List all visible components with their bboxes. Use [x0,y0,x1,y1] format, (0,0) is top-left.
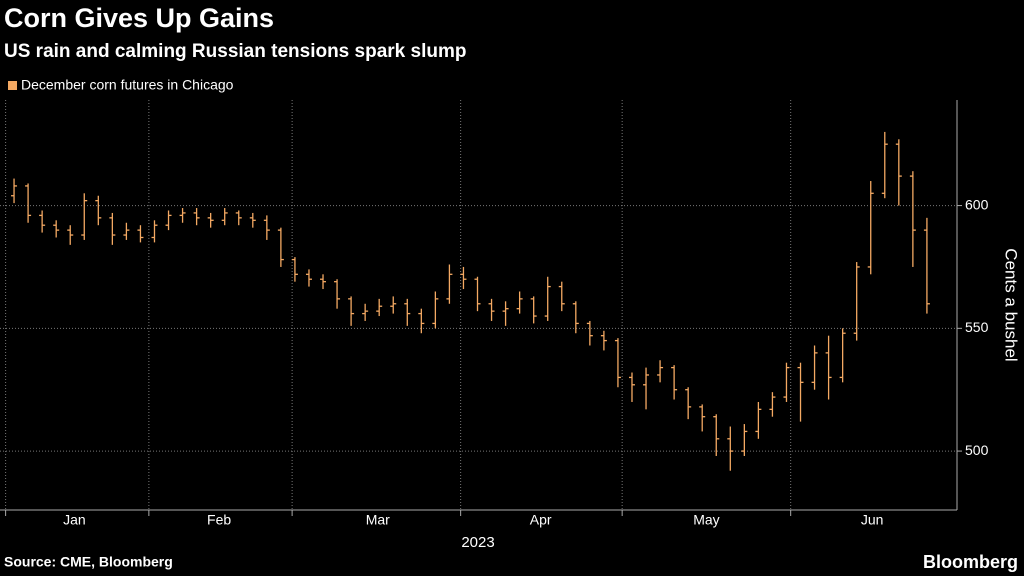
y-tick-label: 500 [965,442,989,458]
x-tick-label: Feb [207,512,231,528]
legend-label: December corn futures in Chicago [21,77,234,93]
x-tick-label: Jan [63,512,86,528]
x-tick-label: Jun [861,512,884,528]
legend-swatch [8,81,17,90]
y-tick-label: 600 [965,196,989,212]
y-tick-label: 550 [965,319,989,335]
logo: Bloomberg [923,552,1018,572]
source: Source: CME, Bloomberg [4,554,173,570]
chart-title: Corn Gives Up Gains [4,3,274,33]
x-tick-label: Apr [530,512,552,528]
x-tick-label: Mar [366,512,390,528]
x-axis-label: 2023 [461,534,494,551]
x-tick-label: May [693,512,719,528]
y-axis-label: Cents a bushel [1002,248,1021,361]
chart-subtitle: US rain and calming Russian tensions spa… [4,41,466,62]
